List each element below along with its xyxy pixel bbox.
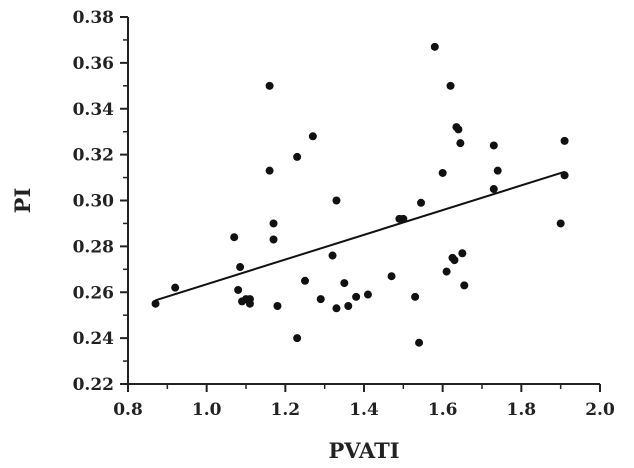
y-tick-label: 0.36: [73, 54, 114, 74]
data-point: [293, 334, 302, 343]
data-point: [456, 139, 465, 148]
regression-line: [155, 170, 565, 302]
data-point: [430, 42, 439, 51]
y-tick-label: 0.24: [73, 329, 115, 349]
data-point: [273, 302, 282, 311]
y-tick-label: 0.28: [73, 237, 114, 257]
data-point: [442, 267, 451, 276]
y-tick-label: 0.38: [73, 8, 114, 28]
data-points: [151, 42, 569, 347]
x-tick-label: 1.6: [428, 400, 458, 420]
data-point: [556, 219, 565, 228]
tick-labels: 0.8 1.0 1.2 1.4 1.6 1.8 2.0 0.22 0.24 0.26 0.28 0.3…: [73, 8, 615, 420]
data-point: [236, 263, 245, 272]
data-point: [293, 152, 302, 161]
data-point: [352, 292, 361, 301]
x-tick-label: 1.8: [507, 400, 537, 420]
data-point: [308, 132, 317, 141]
data-point: [245, 295, 254, 304]
data-point: [344, 302, 353, 311]
data-point: [458, 249, 467, 258]
data-point: [415, 338, 424, 347]
data-point: [446, 81, 455, 90]
y-tick-label: 0.22: [73, 375, 114, 395]
data-point: [387, 272, 396, 281]
data-point: [265, 81, 274, 90]
y-tick-label: 0.32: [73, 146, 114, 166]
axes: [127, 17, 600, 385]
y-tick-label: 0.34: [73, 100, 115, 120]
x-tick-label: 0.8: [113, 400, 143, 420]
y-axis-title: PI: [10, 188, 35, 214]
ticks: [120, 16, 601, 392]
x-axis-title: PVATI: [328, 438, 399, 463]
y-tick-label: 0.26: [73, 283, 114, 303]
data-point: [460, 281, 469, 290]
data-point: [301, 276, 309, 285]
data-point: [171, 283, 180, 292]
data-point: [269, 235, 278, 244]
data-point: [363, 290, 372, 299]
data-point: [316, 295, 325, 304]
data-point: [234, 285, 243, 294]
data-point: [493, 166, 502, 175]
data-point: [438, 168, 447, 177]
x-tick-label: 1.4: [349, 400, 379, 420]
data-point: [265, 166, 274, 175]
data-point: [560, 136, 569, 145]
data-point: [151, 299, 160, 308]
data-point: [411, 292, 420, 301]
data-point: [417, 198, 426, 207]
y-tick-label: 0.30: [73, 192, 115, 212]
data-point: [328, 251, 337, 260]
data-point: [489, 141, 498, 150]
x-tick-label: 1.0: [192, 400, 222, 420]
data-point: [230, 233, 239, 242]
x-tick-label: 2.0: [585, 400, 615, 420]
data-point: [332, 304, 341, 313]
x-tick-label: 1.2: [271, 400, 301, 420]
data-point: [269, 219, 278, 228]
data-point: [450, 256, 459, 265]
data-point: [489, 185, 498, 194]
data-point: [454, 125, 463, 134]
data-point: [340, 279, 349, 288]
data-point: [332, 196, 341, 205]
